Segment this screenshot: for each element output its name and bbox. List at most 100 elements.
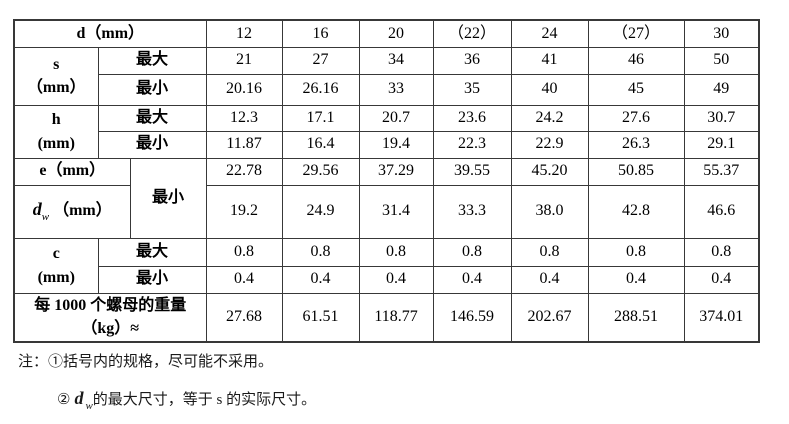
row-header-weight: 每 1000 个螺母的重量 （kg）≈ [13, 292, 207, 343]
s-max-cell: 50 [683, 46, 760, 75]
c-min-cell: 0.4 [432, 265, 512, 294]
c-max-cell: 0.8 [587, 237, 685, 267]
max-label: 最大 [97, 104, 207, 132]
table-row-c-min: 最小 0.4 0.4 0.4 0.4 0.4 0.4 0.4 [14, 265, 760, 294]
h-min-cell: 22.9 [510, 130, 589, 159]
c-min-cell: 0.4 [281, 265, 360, 294]
weight-value-cell: 61.51 [281, 292, 360, 343]
s-max-cell: 21 [205, 46, 283, 75]
s-min-cell: 49 [683, 73, 760, 106]
h-min-cell: 11.87 [205, 130, 283, 159]
c-min-cell: 0.4 [587, 265, 685, 294]
table-row-h-min: 最小 11.87 16.4 19.4 22.3 22.9 26.3 29.1 [14, 130, 760, 159]
s-min-cell: 35 [432, 73, 512, 106]
c-max-cell: 0.8 [432, 237, 512, 267]
footnote-2: ② d w的最大尺寸，等于 s 的实际尺寸。 [57, 388, 316, 412]
c-min-cell: 0.4 [683, 265, 760, 294]
min-label: 最小 [97, 130, 207, 159]
weight-value-cell: 27.68 [205, 292, 283, 343]
unit-c: (mm) [37, 268, 75, 286]
table-row-weight: 每 1000 个螺母的重量 （kg）≈ 27.68 61.51 118.77 1… [13, 292, 760, 343]
max-label: 最大 [97, 46, 207, 75]
d-value-cell: 24 [510, 19, 589, 48]
c-max-cell: 0.8 [510, 237, 589, 267]
c-min-cell: 0.4 [358, 265, 434, 294]
min-label: 最小 [97, 73, 207, 106]
c-min-cell: 0.4 [510, 265, 589, 294]
c-max-cell: 0.8 [358, 237, 434, 267]
h-max-cell: 30.7 [683, 104, 760, 132]
d-value-cell: （27） [587, 19, 685, 48]
row-header-d: d（mm） [13, 19, 207, 48]
d-value-cell: （22） [432, 19, 512, 48]
unit-h: (mm) [37, 134, 75, 152]
row-header-s: s （mm） [13, 46, 99, 106]
dw-value-cell: 42.8 [587, 184, 685, 239]
h-max-cell: 12.3 [205, 104, 283, 132]
weight-value-cell: 374.01 [683, 292, 760, 343]
dw-value-cell: 46.6 [683, 184, 760, 239]
h-min-cell: 16.4 [281, 130, 360, 159]
s-max-cell: 46 [587, 46, 685, 75]
dw-value-cell: 19.2 [205, 184, 283, 239]
h-max-cell: 24.2 [510, 104, 589, 132]
h-min-cell: 26.3 [587, 130, 685, 159]
h-min-cell: 22.3 [432, 130, 512, 159]
c-max-cell: 0.8 [683, 237, 760, 267]
weight-value-cell: 146.59 [432, 292, 512, 343]
d-value-cell: 12 [205, 19, 283, 48]
e-value-cell: 22.78 [205, 157, 283, 186]
weight-label-line1: 每 1000 个螺母的重量 [34, 297, 187, 315]
h-min-cell: 19.4 [358, 130, 434, 159]
symbol-h: h [51, 111, 61, 129]
e-value-cell: 29.56 [281, 157, 360, 186]
min-label-merged: 最小 [129, 157, 207, 239]
weight-label-line2: （kg）≈ [81, 320, 140, 338]
footnote-1: 注：①括号内的规格，尽可能不采用。 [18, 350, 316, 371]
symbol-dw: d [32, 199, 42, 220]
d-value-cell: 20 [358, 19, 434, 48]
s-max-cell: 36 [432, 46, 512, 75]
symbol-s: s [53, 55, 60, 73]
table-row-d: d（mm） 12 16 20 （22） 24 （27） 30 [13, 19, 760, 48]
s-min-cell: 40 [510, 73, 589, 106]
dw-value-cell: 33.3 [432, 184, 512, 239]
e-value-cell: 55.37 [683, 157, 760, 186]
s-min-cell: 33 [358, 73, 434, 106]
row-header-e: e（mm） [13, 157, 131, 186]
h-max-cell: 27.6 [587, 104, 685, 132]
s-min-cell: 45 [587, 73, 685, 106]
min-label: 最小 [97, 265, 207, 294]
footnotes: 注：①括号内的规格，尽可能不采用。 ② d w的最大尺寸，等于 s 的实际尺寸。 [18, 350, 316, 412]
h-max-cell: 20.7 [358, 104, 434, 132]
table-row-s-max: s （mm） 最大 21 27 34 36 41 46 50 [13, 46, 760, 106]
s-min-cell: 26.16 [281, 73, 360, 106]
row-header-dw: dw （mm） [13, 184, 131, 239]
table-row-s-min: 最小 20.16 26.16 33 35 40 45 49 [14, 73, 760, 106]
unit-s: （mm） [26, 79, 86, 96]
row-header-c: c (mm) [13, 237, 99, 294]
weight-value-cell: 118.77 [358, 292, 434, 343]
footnote-prefix: 注： [18, 354, 49, 370]
dw-value-cell: 38.0 [510, 184, 589, 239]
h-min-cell: 29.1 [683, 130, 760, 159]
s-min-cell: 20.16 [205, 73, 283, 106]
footnote-2-symbol: d [74, 388, 84, 408]
footnote-2-marker: ② [57, 392, 71, 408]
e-value-cell: 37.29 [358, 157, 434, 186]
table-row-dw: dw （mm） 19.2 24.9 31.4 33.3 38.0 42.8 46… [13, 184, 760, 239]
table-row-c-max: c (mm) 最大 0.8 0.8 0.8 0.8 0.8 0.8 0.8 [13, 237, 760, 294]
h-max-cell: 17.1 [281, 104, 360, 132]
e-value-cell: 45.20 [510, 157, 589, 186]
dw-value-cell: 24.9 [281, 184, 360, 239]
footnote-2-text: 的最大尺寸，等于 s 的实际尺寸。 [92, 392, 317, 408]
unit-dw: （mm） [53, 202, 112, 220]
c-max-cell: 0.8 [205, 237, 283, 267]
d-value-cell: 30 [683, 19, 760, 48]
table-row-h-max: h (mm) 最大 12.3 17.1 20.7 23.6 24.2 27.6 … [13, 104, 760, 159]
footnote-1-text: ①括号内的规格，尽可能不采用。 [48, 354, 274, 370]
c-min-cell: 0.4 [205, 265, 283, 294]
s-max-cell: 41 [510, 46, 589, 75]
s-max-cell: 27 [281, 46, 360, 75]
